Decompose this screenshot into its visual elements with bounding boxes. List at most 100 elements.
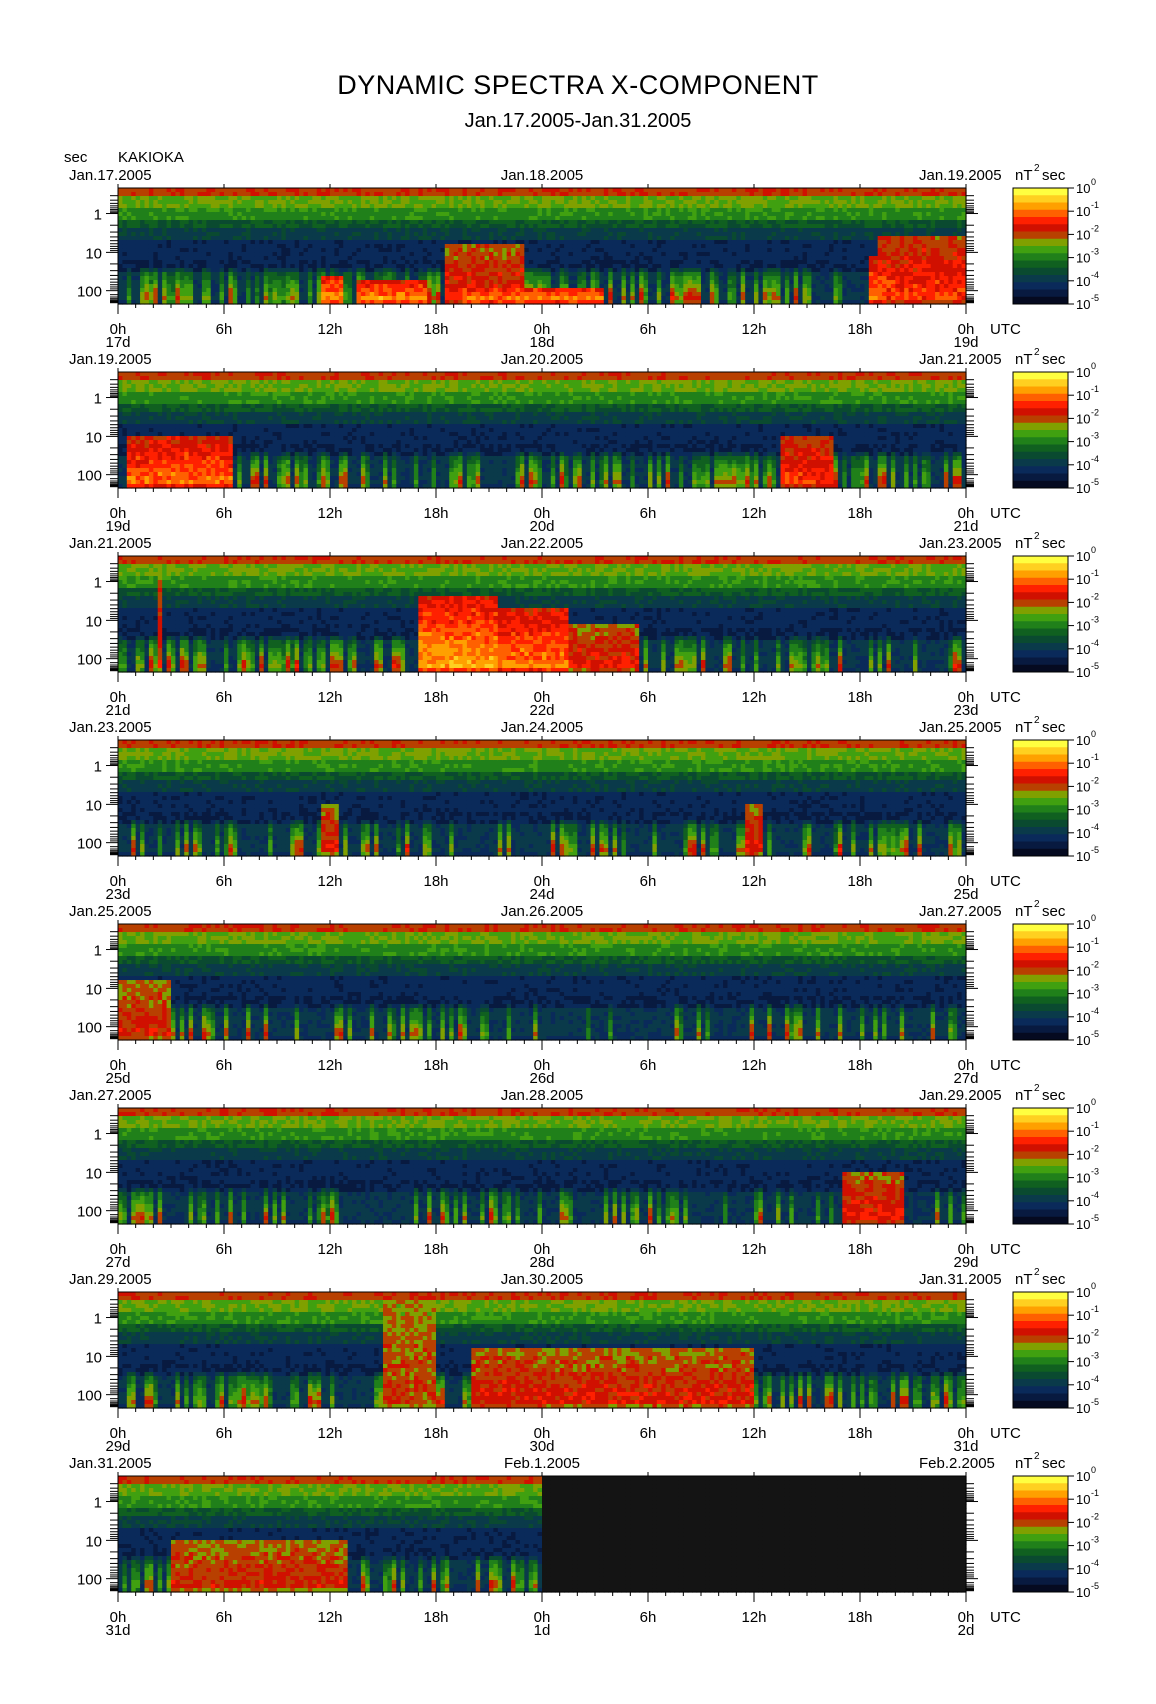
heatmap-cell xyxy=(449,260,454,265)
heatmap-cell xyxy=(365,276,370,281)
heatmap-cell xyxy=(374,188,379,193)
heatmap-cell xyxy=(502,192,507,197)
heatmap-cell xyxy=(436,276,441,281)
heatmap-cell xyxy=(401,200,406,205)
heatmap-cell xyxy=(387,268,392,273)
heatmap-cell xyxy=(489,260,494,265)
heatmap-cell xyxy=(392,208,397,213)
heatmap-cell xyxy=(202,228,207,233)
heatmap-cell xyxy=(339,264,344,269)
heatmap-cell xyxy=(122,212,127,217)
heatmap-cell xyxy=(374,224,379,229)
heatmap-cell xyxy=(140,292,145,297)
heatmap-cell xyxy=(193,220,198,225)
heatmap-cell xyxy=(136,240,141,245)
heatmap-cell xyxy=(414,188,419,193)
heatmap-cell xyxy=(308,212,313,217)
heatmap-cell xyxy=(246,188,251,193)
heatmap-cell xyxy=(529,284,534,289)
heatmap-cell xyxy=(454,292,459,297)
heatmap-cell xyxy=(463,264,468,269)
heatmap-cell xyxy=(339,272,344,277)
heatmap-cell xyxy=(361,276,366,281)
heatmap-cell xyxy=(480,244,485,249)
heatmap-cell xyxy=(211,272,216,277)
heatmap-cell xyxy=(193,240,198,245)
heatmap-cell xyxy=(251,252,256,257)
heatmap-cell xyxy=(224,204,229,209)
heatmap-cell xyxy=(392,216,397,221)
heatmap-cell xyxy=(189,272,194,277)
heatmap-cell xyxy=(471,204,476,209)
heatmap-cell xyxy=(295,264,300,269)
heatmap-cell xyxy=(418,248,423,253)
heatmap-cell xyxy=(396,220,401,225)
heatmap-cell xyxy=(162,248,167,253)
heatmap-cell xyxy=(193,236,198,241)
heatmap-cell xyxy=(118,264,123,269)
heatmap-cell xyxy=(295,288,300,293)
heatmap-cell xyxy=(299,292,304,297)
heatmap-cell xyxy=(516,268,521,273)
heatmap-cell xyxy=(538,232,543,237)
heatmap-cell xyxy=(516,236,521,241)
heatmap-cell xyxy=(348,244,353,249)
heatmap-cell xyxy=(308,272,313,277)
heatmap-cell xyxy=(418,208,423,213)
heatmap-cell xyxy=(158,208,163,213)
heatmap-cell xyxy=(330,284,335,289)
heatmap-cell xyxy=(136,216,141,221)
heatmap-cell xyxy=(352,208,357,213)
heatmap-cell xyxy=(489,252,494,257)
heatmap-cell xyxy=(498,224,503,229)
heatmap-cell xyxy=(326,244,331,249)
heatmap-cell xyxy=(502,208,507,213)
heatmap-cell xyxy=(281,296,286,301)
heatmap-cell xyxy=(449,244,454,249)
heatmap-cell xyxy=(374,248,379,253)
heatmap-cell xyxy=(467,208,472,213)
heatmap-cell xyxy=(149,216,154,221)
heatmap-cell xyxy=(312,220,317,225)
heatmap-cell xyxy=(237,212,242,217)
heatmap-cell xyxy=(295,296,300,301)
heatmap-cell xyxy=(405,236,410,241)
heatmap-cell xyxy=(480,292,485,297)
heatmap-cell xyxy=(533,264,538,269)
heatmap-cell xyxy=(175,236,180,241)
heatmap-cell xyxy=(127,256,132,261)
heatmap-cell xyxy=(330,248,335,253)
heatmap-cell xyxy=(463,192,468,197)
heatmap-cell xyxy=(334,244,339,249)
heatmap-cell xyxy=(233,276,238,281)
heatmap-cell xyxy=(524,264,529,269)
heatmap-cell xyxy=(167,244,172,249)
heatmap-cell xyxy=(122,220,127,225)
heatmap-cell xyxy=(286,196,291,201)
heatmap-cell xyxy=(533,204,538,209)
heatmap-cell xyxy=(153,288,158,293)
heatmap-cell xyxy=(149,208,154,213)
heatmap-cell xyxy=(511,224,516,229)
heatmap-cell xyxy=(383,216,388,221)
heatmap-cell xyxy=(489,272,494,277)
heatmap-cell xyxy=(405,228,410,233)
heatmap-cell xyxy=(476,276,481,281)
heatmap-cell xyxy=(131,248,136,253)
heatmap-cell xyxy=(449,288,454,293)
heatmap-cell xyxy=(304,264,309,269)
heatmap-cell xyxy=(330,292,335,297)
heatmap-cell xyxy=(268,200,273,205)
heatmap-cell xyxy=(277,272,282,277)
heatmap-cell xyxy=(136,288,141,293)
heatmap-cell xyxy=(489,192,494,197)
heatmap-cell xyxy=(529,272,534,277)
heatmap-cell xyxy=(136,256,141,261)
heatmap-cell xyxy=(131,292,136,297)
heatmap-cell xyxy=(396,284,401,289)
heatmap-cell xyxy=(153,296,158,301)
heatmap-cell xyxy=(463,204,468,209)
heatmap-cell xyxy=(339,288,344,293)
heatmap-cell xyxy=(524,252,529,257)
heatmap-cell xyxy=(339,284,344,289)
